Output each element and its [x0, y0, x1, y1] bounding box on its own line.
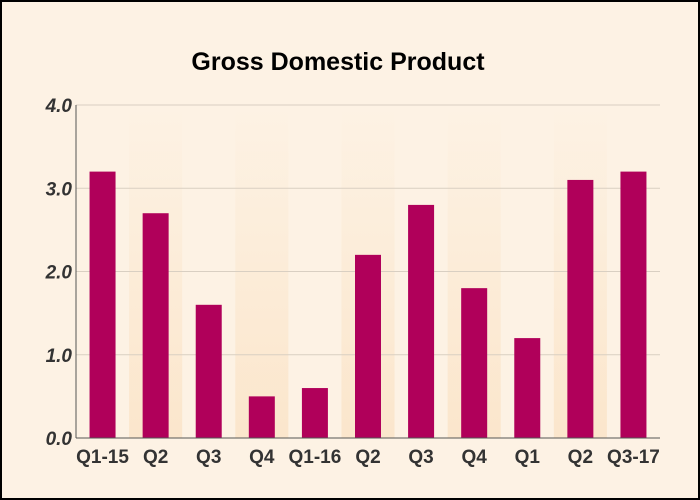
x-tick-label: Q2 — [355, 447, 380, 468]
y-tick-label: 2.0 — [45, 263, 73, 284]
x-tick-label: Q1-15 — [76, 447, 129, 468]
x-tick-label: Q3-17 — [607, 447, 660, 468]
bar — [248, 396, 275, 438]
y-tick-label: 4.0 — [45, 96, 73, 117]
y-tick-label: 0.0 — [46, 429, 73, 450]
axes — [75, 105, 660, 439]
bar — [408, 204, 435, 438]
x-tick-label: Q1-16 — [289, 447, 342, 468]
chart-title: Gross Domestic Product — [191, 48, 485, 76]
bar — [89, 171, 116, 438]
bars — [89, 171, 647, 439]
bar — [620, 171, 647, 438]
x-tick-label: Q1 — [515, 447, 541, 468]
bar — [142, 213, 169, 438]
y-tick-label: 1.0 — [46, 346, 73, 367]
bar — [355, 254, 381, 438]
bar — [461, 288, 488, 438]
bar — [514, 338, 541, 438]
x-tick-label: Q2 — [143, 447, 168, 468]
x-tick-label: Q3 — [408, 447, 433, 468]
y-tick-labels: 0.0 1.0 2.0 3.0 4.0 — [45, 96, 73, 450]
y-tick-label: 3.0 — [46, 179, 73, 200]
x-tick-label: Q3 — [196, 447, 221, 468]
x-tick-label: Q4 — [249, 447, 275, 468]
x-tick-label: Q2 — [568, 447, 593, 468]
x-tick-labels: Q1-15 Q2 Q3 Q4 Q1-16 Q2 Q3 Q4 Q1 Q2 Q3-17 — [76, 447, 660, 468]
x-tick-label: Q4 — [462, 447, 488, 468]
bar — [301, 388, 328, 438]
bar — [195, 304, 222, 438]
bar — [567, 179, 594, 439]
